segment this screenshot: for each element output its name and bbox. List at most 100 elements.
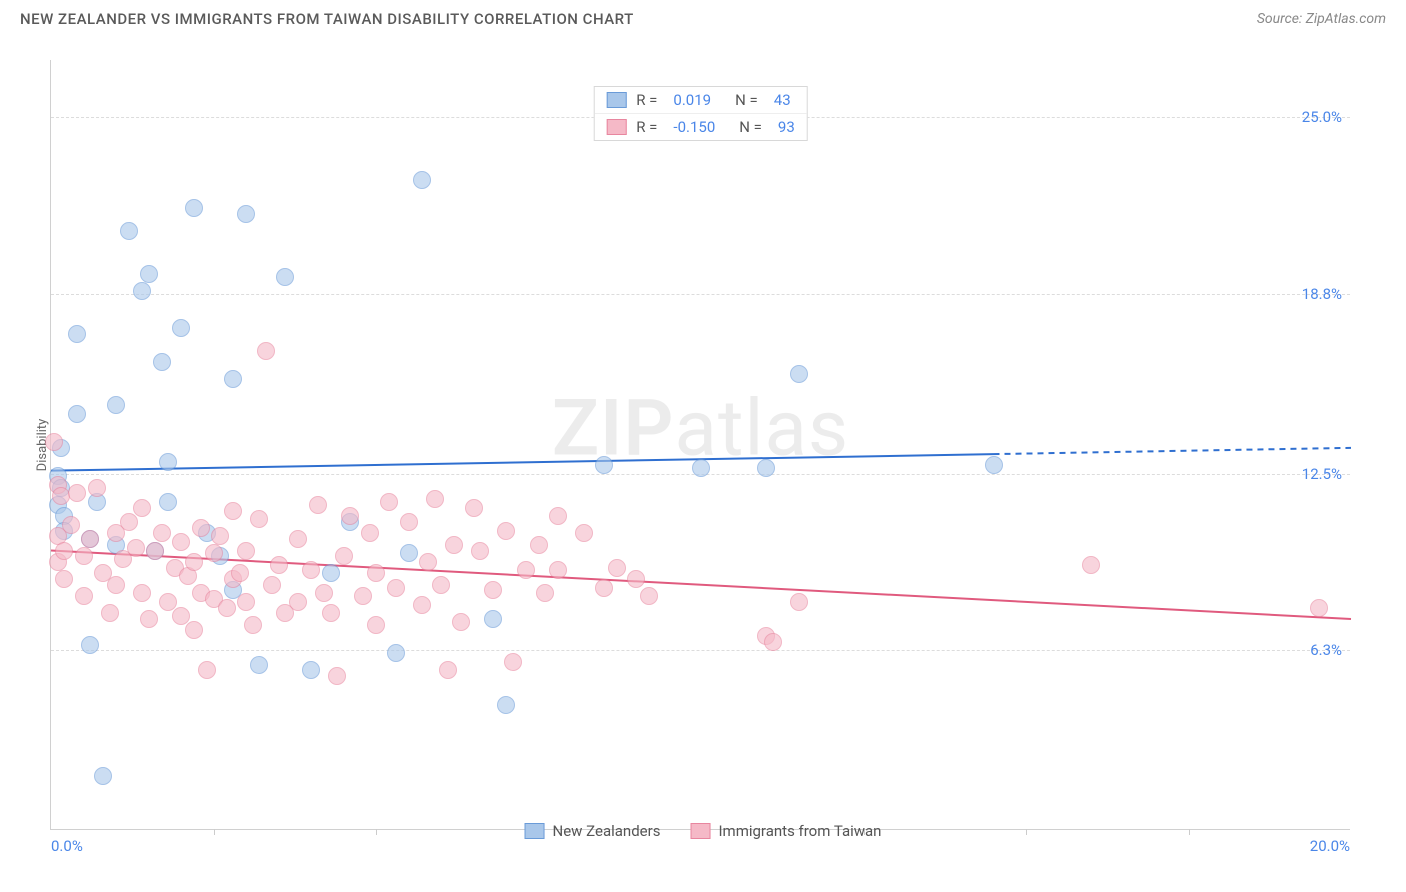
scatter-point [517, 561, 535, 579]
scatter-point [237, 542, 255, 560]
legend-n-label: N = [739, 118, 762, 136]
scatter-point [68, 325, 86, 343]
gridline [51, 294, 1350, 295]
scatter-point [640, 587, 658, 605]
scatter-point [237, 205, 255, 223]
scatter-point [45, 433, 63, 451]
scatter-point [335, 547, 353, 565]
scatter-point [250, 656, 268, 674]
legend-r-label: R = [636, 91, 657, 109]
scatter-point [387, 644, 405, 662]
scatter-point [276, 268, 294, 286]
legend-r-value: 0.019 [673, 91, 711, 109]
scatter-point [172, 319, 190, 337]
legend-swatch [606, 119, 626, 135]
stats-legend-row: R =-0.150N =93 [594, 113, 807, 140]
scatter-point [88, 479, 106, 497]
scatter-point [263, 576, 281, 594]
scatter-point [250, 510, 268, 528]
scatter-point [484, 581, 502, 599]
scatter-point [419, 553, 437, 571]
scatter-point [185, 553, 203, 571]
scatter-point [452, 613, 470, 631]
scatter-point [224, 502, 242, 520]
scatter-point [530, 536, 548, 554]
scatter-point [367, 616, 385, 634]
scatter-point [244, 616, 262, 634]
scatter-point [413, 596, 431, 614]
scatter-point [127, 539, 145, 557]
scatter-point [322, 564, 340, 582]
series-legend-item: New Zealanders [525, 822, 661, 840]
scatter-point [192, 519, 210, 537]
stats-legend: R = 0.019 N = 43 R =-0.150N =93 [593, 86, 808, 141]
scatter-point [231, 564, 249, 582]
scatter-point [75, 587, 93, 605]
scatter-point [62, 516, 80, 534]
scatter-point [120, 513, 138, 531]
scatter-point [133, 499, 151, 517]
scatter-point [81, 636, 99, 654]
scatter-point [133, 282, 151, 300]
scatter-point [432, 576, 450, 594]
scatter-point [608, 559, 626, 577]
scatter-point [764, 633, 782, 651]
scatter-point [185, 199, 203, 217]
scatter-point [413, 171, 431, 189]
scatter-point [146, 542, 164, 560]
scatter-point [140, 265, 158, 283]
series-legend: New Zealanders Immigrants from Taiwan [525, 822, 882, 840]
y-tick-label: 6.3% [1310, 641, 1342, 659]
scatter-point [257, 342, 275, 360]
legend-n-value: 43 [774, 91, 791, 109]
scatter-point [81, 530, 99, 548]
scatter-point [426, 490, 444, 508]
legend-swatch [525, 823, 545, 839]
scatter-point [289, 530, 307, 548]
scatter-point [627, 570, 645, 588]
legend-r-label: R = [636, 118, 657, 136]
scatter-point [790, 365, 808, 383]
scatter-point [153, 353, 171, 371]
scatter-point [497, 522, 515, 540]
scatter-point [55, 542, 73, 560]
scatter-point [790, 593, 808, 611]
scatter-point [120, 222, 138, 240]
scatter-point [237, 593, 255, 611]
scatter-point [471, 542, 489, 560]
scatter-point [341, 507, 359, 525]
scatter-plot: ZIPatlas R =0.019N =43R =-0.150N =93 6.3… [50, 60, 1350, 830]
scatter-point [133, 584, 151, 602]
stats-legend-row: R =0.019N =43 [594, 87, 807, 113]
scatter-point [361, 524, 379, 542]
scatter-point [1082, 556, 1100, 574]
scatter-point [315, 584, 333, 602]
scatter-point [575, 524, 593, 542]
scatter-point [757, 459, 775, 477]
scatter-point [465, 499, 483, 517]
legend-swatch [606, 92, 626, 108]
series-legend-label: Immigrants from Taiwan [718, 822, 881, 840]
scatter-point [101, 604, 119, 622]
scatter-point [185, 621, 203, 639]
trend-lines-layer [51, 60, 1350, 829]
scatter-point [354, 587, 372, 605]
scatter-point [289, 593, 307, 611]
scatter-point [302, 661, 320, 679]
scatter-point [692, 459, 710, 477]
scatter-point [400, 544, 418, 562]
scatter-point [159, 453, 177, 471]
scatter-point [224, 370, 242, 388]
scatter-point [322, 604, 340, 622]
scatter-point [159, 593, 177, 611]
scatter-point [445, 536, 463, 554]
chart-title: NEW ZEALANDER VS IMMIGRANTS FROM TAIWAN … [20, 10, 634, 28]
scatter-point [439, 661, 457, 679]
scatter-point [400, 513, 418, 531]
x-tick-mark [214, 829, 215, 835]
scatter-point [328, 667, 346, 685]
x-tick-label: 0.0% [51, 837, 83, 855]
scatter-point [380, 493, 398, 511]
scatter-point [68, 405, 86, 423]
x-tick-label: 20.0% [1310, 837, 1350, 855]
